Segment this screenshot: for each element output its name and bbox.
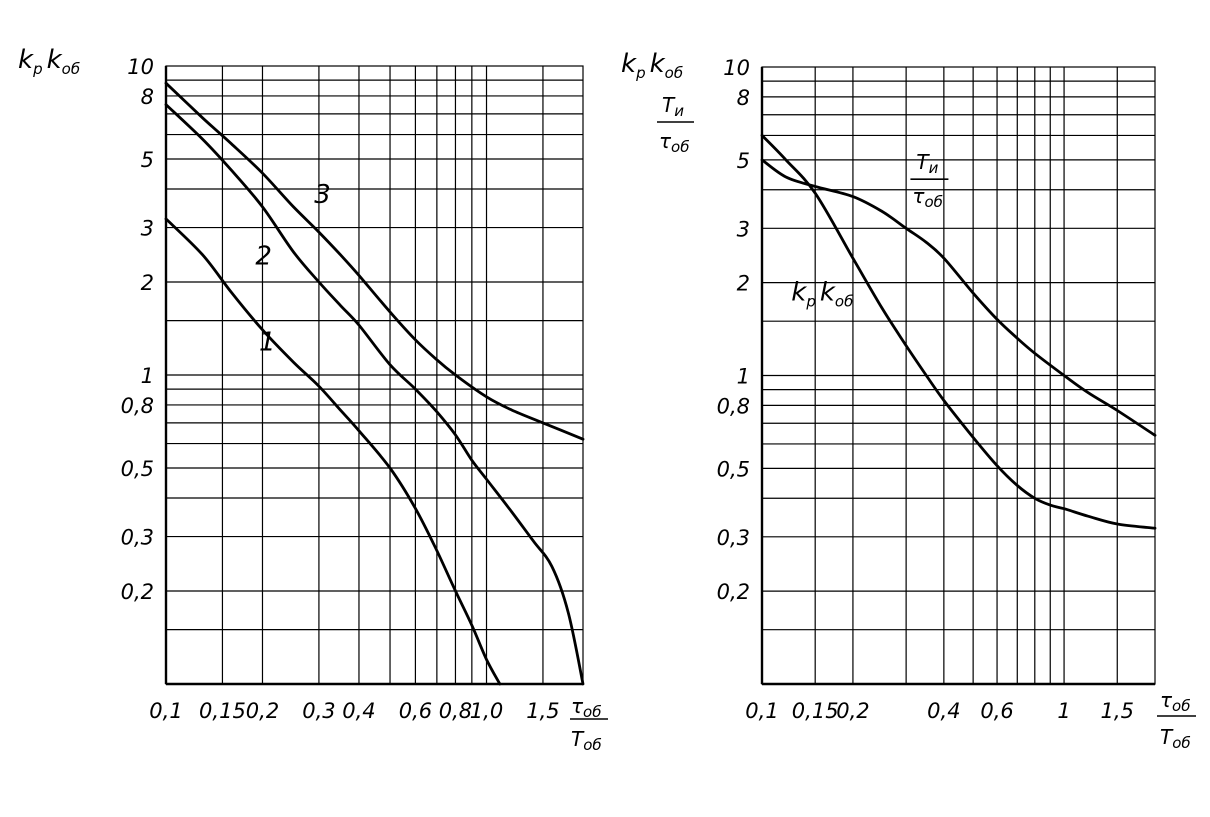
svg-text:Tоб: Tоб (571, 727, 602, 754)
chart-right: 0,1 0,150,2 0,4 0,6 1 1,510853210,80,50,30,2 … (621, 49, 1196, 752)
y-tick-label: 0,8 (717, 394, 750, 418)
series-label-1: 1 (259, 328, 276, 358)
x-tick-label: 0,2 (836, 699, 869, 723)
x-tick-label: 1 (1057, 699, 1070, 723)
y-tick-label: 5 (737, 149, 750, 173)
svg-text:τоб: τоб (1160, 688, 1190, 715)
y-tick-label: 8 (737, 86, 750, 110)
series-line-2 (760, 134, 1157, 530)
y-tick-label: 0,8 (121, 394, 154, 418)
x-axis-label-right: τоб Tоб (1157, 688, 1196, 752)
x-tick-label: 0,6 (980, 699, 1013, 723)
x-tick-label: 0,4 (927, 699, 960, 723)
y-tick-label: 0,5 (717, 457, 750, 481)
y-tick-label: 10 (723, 56, 750, 80)
y-tick-label: 3 (141, 217, 154, 241)
y-tick-label: 1 (737, 365, 750, 389)
y-axis-label-right: kр kоб (621, 49, 683, 82)
y-tick-label: 2 (737, 272, 750, 296)
series-label-num: Tи (916, 150, 938, 177)
y-tick-label: 5 (141, 148, 154, 172)
y-tick-label: 10 (127, 55, 154, 79)
series-label-3: 3 (314, 180, 331, 210)
curves-right (760, 134, 1157, 530)
x-tick-label: 0,3 (302, 699, 335, 723)
grid-left (166, 66, 583, 684)
y-tick-label: 0,3 (121, 526, 154, 550)
tick-labels-left: 0,1 0,15 0,2 0,3 0,4 0,6 0,81,0 1,510853210,80,… (121, 55, 560, 723)
x-tick-label: 0,15 (199, 699, 246, 723)
series-line-1 (164, 217, 502, 686)
series-line-1 (760, 158, 1157, 437)
y-tick-label: 0,2 (717, 580, 750, 604)
series-labels-left: 1 2 3 (255, 180, 330, 357)
x-tick-label: 0,6 (399, 699, 432, 723)
y-tick-label: 0,3 (717, 526, 750, 550)
x-tick-label: 0,8 (439, 699, 472, 723)
x-tick-label: 0,2 (246, 699, 279, 723)
series-line-2 (164, 103, 585, 686)
x-tick-label: 1,5 (526, 699, 559, 723)
x-axis-label-left: τоб Tоб (570, 694, 608, 754)
svg-text:Tоб: Tоб (1160, 725, 1191, 752)
x-tick-label: 1,5 (1101, 699, 1134, 723)
series-line-3 (164, 81, 585, 441)
series-label-krkob: kр kоб (791, 278, 853, 311)
chart-left: 0,1 0,15 0,2 0,3 0,4 0,6 0,81,0 1,510853210,80,… (18, 45, 608, 754)
y-tick-label: 0,2 (121, 580, 154, 604)
y-axis-fraction-right: Tи τоб (657, 93, 694, 156)
y-tick-label: 1 (141, 364, 154, 388)
y-axis-label-left: kр kоб (18, 45, 80, 78)
y-tick-label: 3 (737, 217, 750, 241)
series-label-2: 2 (255, 241, 272, 271)
x-tick-label: 0,15 (792, 699, 839, 723)
x-tick-label: 0,1 (745, 699, 778, 723)
x-tick-label: 0,1 (149, 699, 182, 723)
y-tick-label: 8 (141, 85, 154, 109)
grid-right (762, 67, 1155, 684)
x-tick-label: 0,4 (342, 699, 375, 723)
curves-left (164, 81, 585, 686)
svg-text:τоб: τоб (659, 129, 689, 156)
svg-text:Tи: Tи (662, 93, 684, 120)
y-tick-label: 0,5 (121, 457, 154, 481)
svg-text:τоб: τоб (571, 694, 601, 721)
y-tick-label: 2 (141, 271, 154, 295)
x-tick-label: 1,0 (470, 699, 503, 723)
series-label-den: τоб (912, 184, 942, 211)
